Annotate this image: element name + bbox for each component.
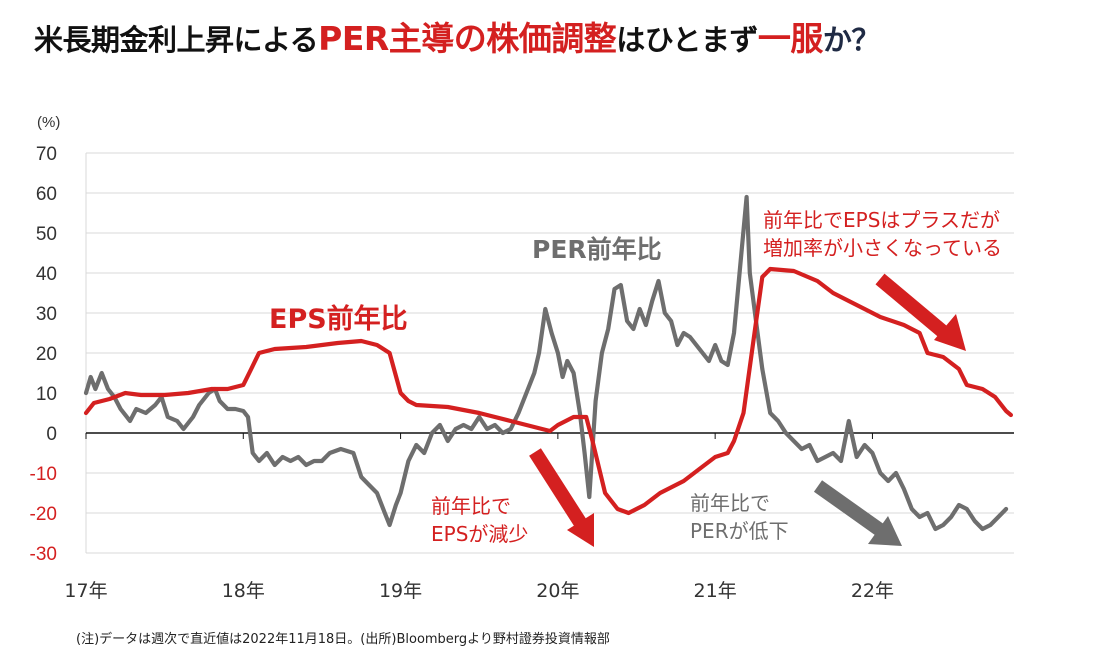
per-down-note-line1: 前年比で [690,491,770,515]
y-tick-labels: 70 60 50 40 30 20 10 0 -10 -20 -30 [30,144,57,565]
x-tick-label: 22年 [851,580,894,602]
chart-title: 米長期金利上昇によるPER主導の株価調整はひとまず一服か？ [34,12,880,60]
y-tick-label: 0 [46,424,57,445]
per-series-label: PER前年比 [532,235,662,264]
per-down-note-line2: PERが低下 [690,519,789,543]
y-tick-label: 10 [36,384,57,405]
title-part-1: 米長期金利上昇による [34,23,319,57]
eps-down-note-line1: 前年比で [431,494,511,518]
arrow-per-down [813,480,902,546]
y-axis-label: (%) [37,114,60,131]
y-tick-label: 60 [36,184,57,205]
x-tick-label: 20年 [536,580,579,602]
footnote: (注)データは週次で直近値は2022年11月18日。(出所)Bloombergよ… [76,632,610,647]
title-part-2: PER主導の株価調整 [318,19,617,58]
series-lines [83,194,1013,532]
per-line [83,194,1009,532]
x-tick-labels: 17年 18年 19年 20年 21年 22年 [64,433,894,602]
x-tick-label: 21年 [694,580,737,602]
y-tick-label: 70 [36,144,57,165]
y-tick-label: 40 [36,264,57,285]
title-part-3: はひとまず [616,23,758,57]
y-tick-label: 50 [36,224,57,245]
y-tick-label: -30 [30,544,57,565]
eps-down-note-line2: EPSが減少 [431,522,528,546]
eps-series-label: EPS前年比 [269,303,408,335]
title-part-5: か？ [822,23,881,57]
x-tick-label: 17年 [64,580,107,602]
y-tick-label: -10 [30,464,57,485]
grid-lines [85,152,1014,554]
arrow-eps-plus [875,273,966,351]
x-tick-label: 19年 [379,580,422,602]
y-tick-label: 20 [36,344,57,365]
title-part-4: 一服 [757,19,824,58]
y-tick-label: 30 [36,304,57,325]
y-tick-label: -20 [30,504,57,525]
eps-line [83,266,1013,516]
eps-plus-note-line1: 前年比でEPSはプラスだが [763,208,1000,232]
arrow-eps-down [529,448,594,547]
x-tick-label: 18年 [222,580,265,602]
eps-plus-note-line2: 増加率が小さくなっている [763,236,1002,260]
